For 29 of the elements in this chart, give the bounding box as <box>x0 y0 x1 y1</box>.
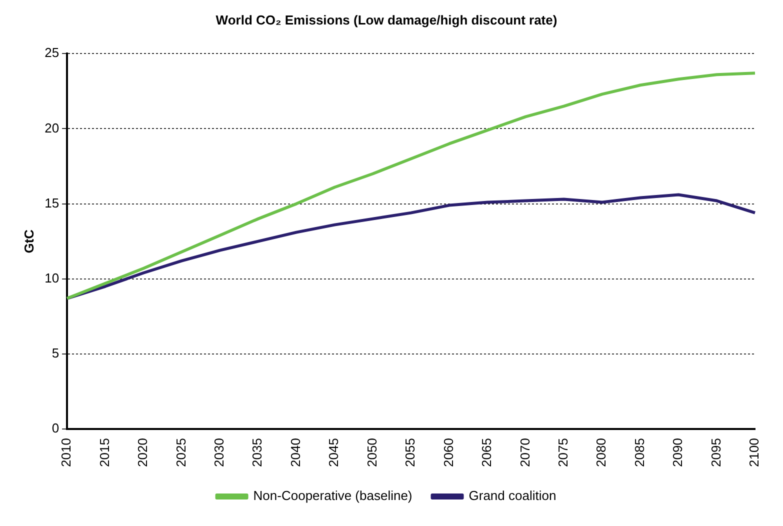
y-tick-label: 20 <box>44 120 60 136</box>
y-tick-label: 0 <box>52 420 60 436</box>
x-tick-label: 2095 <box>708 438 724 467</box>
x-tick-label: 2025 <box>173 438 188 467</box>
x-tick-label: 2060 <box>440 438 456 467</box>
x-tick-label: 2035 <box>250 438 265 467</box>
x-tick-label: 2030 <box>212 438 227 467</box>
x-tick-label: 2050 <box>364 438 380 467</box>
x-tick-label: 2010 <box>58 438 74 467</box>
x-tick-label: 2070 <box>517 438 532 467</box>
chart-title: World CO₂ Emissions (Low damage/high discount rate) <box>216 12 558 28</box>
x-tick-label: 2020 <box>135 438 150 467</box>
x-tick-label: 2045 <box>326 438 342 467</box>
y-tick-label: 5 <box>52 346 60 361</box>
x-tick-label: 2075 <box>555 438 570 467</box>
x-tick-label: 2015 <box>96 438 112 467</box>
x-tick-label: 2090 <box>670 438 686 467</box>
x-tick-label: 2040 <box>288 438 303 467</box>
y-tick-label: 15 <box>44 195 60 210</box>
y-axis-title: GtC <box>21 228 36 254</box>
x-tick-label: 2085 <box>632 438 647 467</box>
legend-label: Grand coalition <box>468 488 556 504</box>
y-tick-label: 10 <box>44 270 60 286</box>
legend-label: Non-Cooperative (baseline) <box>253 488 412 504</box>
y-tick-label: 25 <box>44 45 60 60</box>
x-tick-label: 2065 <box>479 438 494 467</box>
x-tick-label: 2100 <box>746 438 762 467</box>
x-tick-label: 2055 <box>402 438 418 467</box>
x-tick-label: 2080 <box>594 438 609 467</box>
